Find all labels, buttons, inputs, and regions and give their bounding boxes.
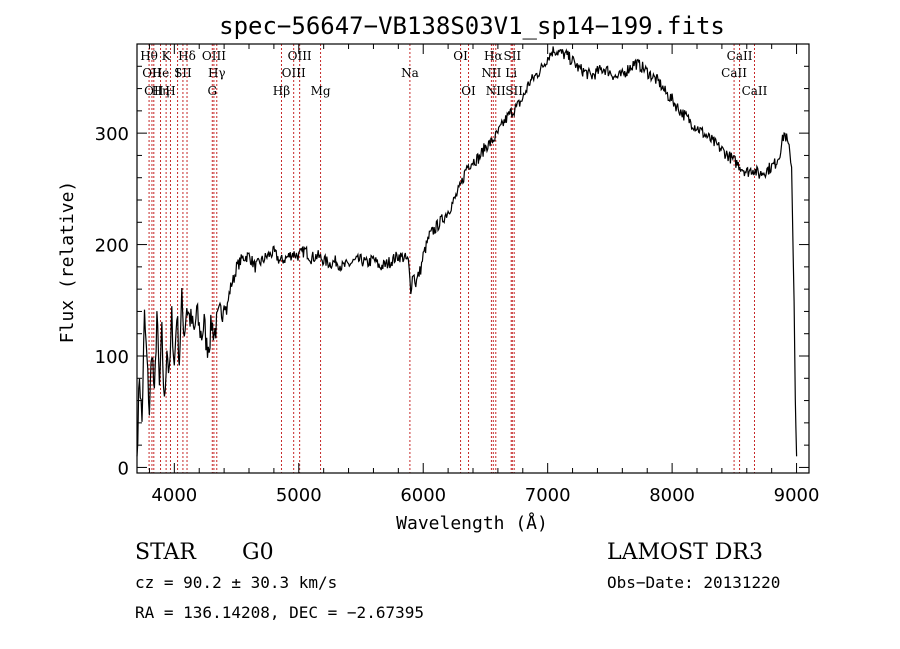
line-label-27: CaII (727, 49, 753, 63)
x-axis-ticks: 4000 5000 6000 7000 8000 9000 (148, 44, 820, 506)
redshift-value: cz = 90.2 ± 30.3 km/s (135, 573, 337, 592)
line-label-10: OIII (202, 49, 226, 63)
line-label-26: CaII (721, 66, 747, 80)
x-tick-label: 6000 (400, 485, 446, 506)
object-subclass: G0 (242, 540, 274, 565)
line-label-5: K (162, 49, 172, 63)
line-label-0: Hθ (140, 49, 158, 63)
line-label-8: SII (174, 66, 192, 80)
line-label-17: Na (401, 66, 419, 80)
x-tick-label: 8000 (649, 485, 695, 506)
line-label-14: OIII (282, 66, 306, 80)
line-label-19: OI (461, 84, 476, 98)
line-label-25: SII (505, 84, 523, 98)
chart-title: spec−56647−VB138S03V1_sp14−199.fits (219, 12, 725, 40)
line-label-21: NII (481, 66, 501, 80)
y-axis-ticks: 0 100 200 300 (95, 65, 809, 479)
line-label-1: OII (142, 66, 162, 80)
y-axis-label: Flux (relative) (57, 181, 78, 344)
line-label-2: OII (144, 84, 164, 98)
line-label-18: OI (453, 49, 468, 63)
y-tick-label: 100 (95, 347, 129, 368)
y-tick-label: 200 (95, 236, 129, 257)
line-label-9: Hδ (178, 49, 196, 63)
line-label-28: CaII (742, 84, 768, 98)
line-label-23: Li (505, 66, 517, 80)
x-tick-label: 9000 (774, 485, 820, 506)
line-label-11: Hγ (208, 66, 226, 80)
line-label-22: NII (486, 84, 506, 98)
line-label-13: Hβ (273, 84, 290, 98)
line-label-6: H (165, 84, 175, 98)
spectral-line-markers (148, 44, 755, 473)
survey-name: LAMOST DR3 (607, 540, 763, 565)
object-class: STAR (135, 540, 197, 565)
line-label-16: Mg (311, 84, 331, 98)
sky-coordinates: RA = 136.14208, DEC = −2.67395 (135, 603, 424, 622)
line-label-7: I (175, 66, 180, 80)
x-tick-label: 4000 (151, 485, 197, 506)
line-label-4: Hη (152, 84, 170, 98)
spectrum-series-line (136, 46, 798, 457)
line-label-15: OIII (288, 49, 312, 63)
plot-frame (136, 43, 810, 474)
line-label-24: SII (503, 49, 521, 63)
line-label-20: Hα (484, 49, 503, 63)
y-tick-label: 300 (95, 124, 129, 145)
x-axis-label: Wavelength (Å) (396, 512, 548, 534)
x-tick-label: 7000 (525, 485, 571, 506)
x-tick-label: 5000 (276, 485, 322, 506)
observation-date: Obs−Date: 20131220 (607, 573, 780, 592)
line-label-12: G (207, 84, 217, 98)
y-tick-label: 0 (118, 458, 129, 479)
line-label-3: He (152, 66, 170, 80)
